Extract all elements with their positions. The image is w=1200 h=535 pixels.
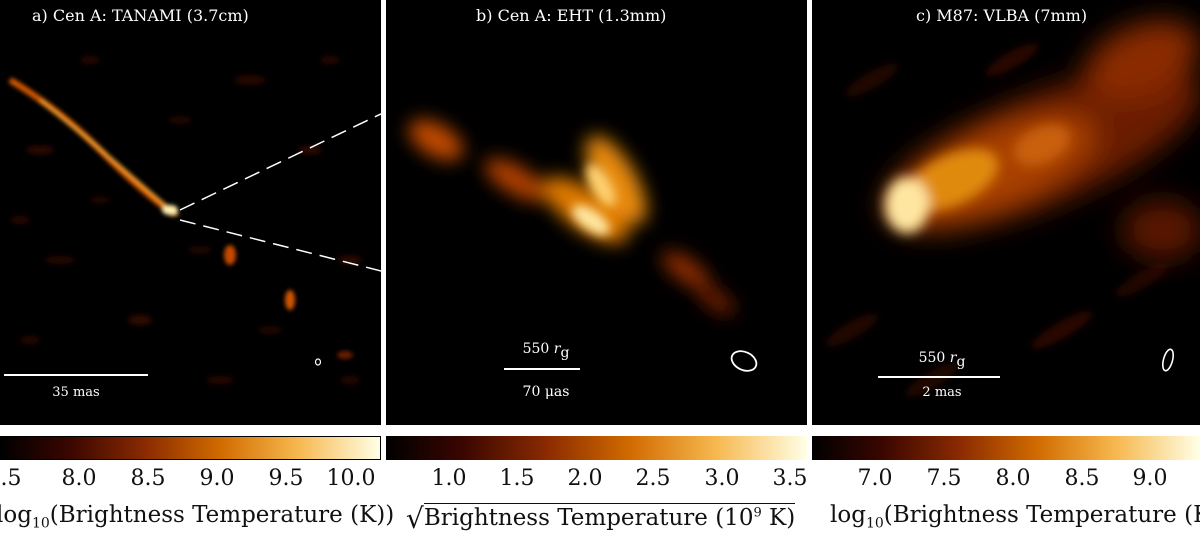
- colorbar-a-tick: 7.5: [0, 466, 22, 491]
- panel-a-scalebar-label: 35 mas: [52, 385, 100, 400]
- colorbar-b-tick: 1.0: [431, 466, 467, 491]
- colorbar-b-tick: 2.5: [635, 466, 671, 491]
- colorbar-b-tick: 3.0: [704, 466, 740, 491]
- panel-a-jet-image: [8, 56, 381, 384]
- panel-b-scalebar-top-sub: g: [560, 344, 570, 361]
- colorbar-b-tick: 2.0: [567, 466, 603, 491]
- panel-c-title: c) M87: VLBA (7mm): [916, 6, 1088, 25]
- panel-b-scalebar-bottom-value: 70: [522, 384, 541, 400]
- colorbar-c-label-text: (Brightness Temperature (K: [883, 502, 1200, 528]
- colorbar-c-tick: 8.5: [1064, 466, 1100, 491]
- colorbar-a-tick: 9.5: [268, 466, 304, 491]
- colorbar-a-tick: 8.5: [130, 466, 166, 491]
- colorbar-c: [812, 436, 1200, 460]
- colorbar-c-label: log10(Brightness Temperature (K: [830, 502, 1200, 532]
- panel-c-scalebar-top-label: 550 rg: [902, 350, 982, 370]
- colorbar-b-label-end: K): [761, 505, 796, 531]
- colorbar-b: [386, 436, 807, 460]
- colorbar-b-tick: 3.5: [772, 466, 808, 491]
- panel-c-scalebar: [878, 376, 1000, 378]
- panel-b-scalebar-top-label: 550 rg: [501, 341, 591, 361]
- colorbar-b-label-sup: 9: [753, 505, 762, 521]
- panel-a-tanami-image: a) Cen A: TANAMI (3.7cm) 35 mas: [0, 0, 381, 425]
- panel-b-title: b) Cen A: EHT (1.3mm): [476, 6, 667, 25]
- panel-c-scalebar-top-unit: r: [949, 350, 957, 366]
- colorbar-c-tick: 7.0: [857, 466, 893, 491]
- panel-b-scalebar: [504, 368, 580, 370]
- colorbar-b-label-text: Brightness Temperature (10: [423, 505, 754, 531]
- colorbar-a-label-text: (Brightness Temperature (K)): [49, 502, 395, 528]
- panel-c-scalebar-bottom-label: 2 mas: [922, 385, 962, 400]
- colorbar-a: [0, 436, 381, 460]
- colorbar-c-tick: 7.5: [926, 466, 962, 491]
- colorbar-b-label-root: √: [406, 502, 424, 535]
- colorbar-b-tick: 1.5: [499, 466, 535, 491]
- colorbar-b-label: √Brightness Temperature (109 K): [406, 502, 796, 535]
- panel-c-scalebar-top-sub: g: [956, 353, 966, 370]
- panel-b-jet-image: [408, 119, 758, 372]
- panel-b-scalebar-top-value: 550: [522, 341, 550, 357]
- panel-b-eht-image: b) Cen A: EHT (1.3mm) 550 rg 70 μas: [386, 0, 807, 425]
- panel-b-scalebar-top-unit: r: [553, 341, 561, 357]
- colorbar-a-label-func: log: [0, 502, 32, 528]
- colorbar-a-label: log10(Brightness Temperature (K)): [0, 502, 394, 532]
- panel-a-scalebar: [4, 374, 148, 376]
- panel-a-title: a) Cen A: TANAMI (3.7cm): [32, 6, 249, 25]
- colorbar-c-tick: 9.0: [1132, 466, 1168, 491]
- panel-c-vlba-image: c) M87: VLBA (7mm) 550 rg 2 mas: [812, 0, 1200, 425]
- panel-b-scalebar-bottom-label: 70 μas: [501, 384, 591, 400]
- colorbar-a-tick: 8.0: [61, 466, 97, 491]
- colorbar-a-tick: 10.0: [326, 466, 376, 491]
- colorbar-a-label-sub: 10: [31, 515, 50, 532]
- colorbar-c-tick: 8.0: [995, 466, 1031, 491]
- panel-b-scalebar-bottom-unit: μas: [544, 384, 570, 400]
- colorbar-c-label-func: log: [830, 502, 866, 528]
- panel-c-scalebar-top-value: 550: [918, 350, 946, 366]
- panel-c-jet-image: [825, 20, 1200, 397]
- colorbar-a-tick: 9.0: [199, 466, 235, 491]
- colorbar-c-label-sub: 10: [865, 515, 884, 532]
